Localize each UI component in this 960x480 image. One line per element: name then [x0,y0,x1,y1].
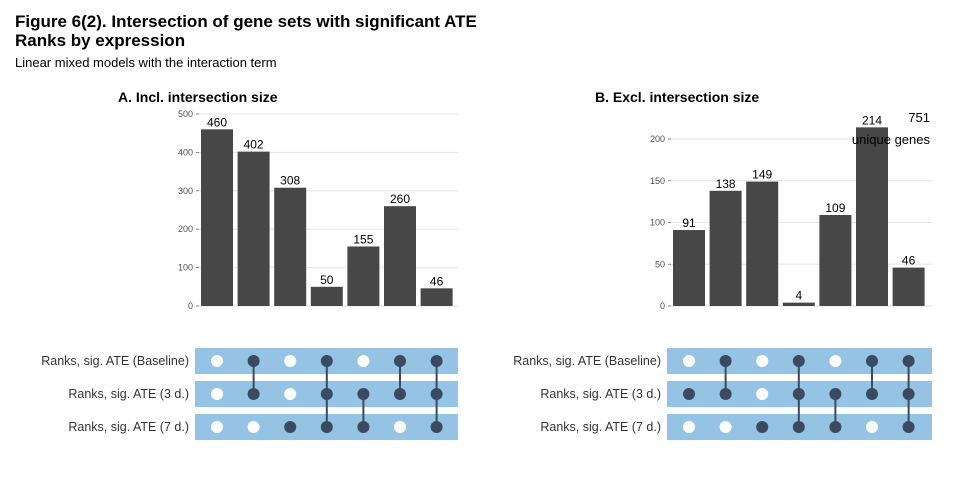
matrix-dot-active [394,355,406,367]
matrix-dot-inactive [829,355,842,367]
bar-value-label: 149 [752,168,772,182]
matrix-dot-inactive [756,388,769,400]
y-tick-label: 50 [655,259,665,269]
bar [420,288,453,306]
matrix-dot-inactive [284,388,297,400]
bar-value-label: 138 [716,177,736,191]
bar [201,129,233,306]
y-tick-label: 500 [178,109,193,119]
matrix-dot-active [866,355,878,367]
set-label: Ranks, sig. ATE (Baseline) [41,354,189,368]
matrix-dot-active [394,388,406,400]
y-tick-label: 100 [650,218,665,228]
bar-value-label: 214 [862,113,882,127]
matrix-dot-inactive [866,421,878,433]
bar-value-label: 109 [825,201,845,215]
bar [384,206,416,306]
matrix-dot-active [247,388,260,400]
panel-a: A. Incl. intersection size 0 100 200 300 400 5… [41,89,458,440]
bar [673,230,705,306]
y-tick-label: 100 [178,263,193,273]
matrix-dot-inactive [719,421,732,433]
matrix-dot-inactive [683,355,695,367]
matrix-dot-active [284,421,297,433]
y-tick-label: 0 [660,301,665,311]
matrix-dot-active [902,388,915,400]
bar [709,190,742,306]
panel-b: B. Excl. intersection size 0 50 100 150 200 91… [513,89,932,440]
matrix-dot-active [430,388,443,400]
y-tick-label: 200 [650,134,665,144]
total-caption-label: unique genes [852,132,931,147]
matrix-dot-active [430,421,443,433]
panel-title: B. Excl. intersection size [595,89,759,105]
bar-value-label: 50 [320,273,334,287]
matrix-dot-inactive [756,355,769,367]
matrix-dot-active [320,421,333,433]
set-label: Ranks, sig. ATE (Baseline) [513,354,661,368]
matrix-dot-active [792,421,805,433]
matrix-dot-inactive [211,388,223,400]
bar-value-label: 260 [390,192,410,206]
y-tick-label: 300 [178,186,193,196]
matrix-dot-active [866,388,878,400]
matrix-dot-active [719,355,732,367]
matrix-dot-active [320,355,333,367]
figure-title: Figure 6(2). Intersection of gene sets w… [15,12,485,50]
bar-value-label: 4 [795,289,802,303]
bar [274,187,307,306]
y-tick-label: 0 [188,301,193,311]
bar-value-label: 155 [353,232,373,246]
panel-title: A. Incl. intersection size [118,89,278,105]
set-label: Ranks, sig. ATE (7 d.) [540,420,661,434]
matrix-dot-inactive [394,421,406,433]
bar-value-label: 46 [902,254,916,268]
matrix-dot-active [829,388,842,400]
set-label: Ranks, sig. ATE (3 d.) [540,387,661,401]
total-count-label: 751 [908,110,930,125]
y-tick-label: 150 [650,176,665,186]
matrix-dot-active [829,421,842,433]
y-tick-label: 200 [178,224,193,234]
set-label: Ranks, sig. ATE (7 d.) [68,420,189,434]
matrix-dot-inactive [683,421,695,433]
matrix-dot-active [902,355,915,367]
matrix-dot-active [357,388,370,400]
matrix-dot-inactive [284,355,297,367]
matrix-dot-inactive [211,355,223,367]
figure-title-line2: Ranks by expression [15,31,186,50]
matrix-dot-inactive [247,421,260,433]
bar-value-label: 46 [430,274,444,288]
bar [892,267,925,306]
figure-subtitle: Linear mixed models with the interaction… [15,55,277,70]
bar [782,302,815,306]
set-label: Ranks, sig. ATE (3 d.) [68,387,189,401]
matrix-dot-active [430,355,443,367]
bar [310,286,343,306]
bar [347,246,380,306]
matrix-dot-inactive [211,421,223,433]
matrix-dot-active [719,388,732,400]
matrix-dot-active [792,388,805,400]
bar-value-label: 91 [682,216,696,230]
matrix-dot-active [357,421,370,433]
bar [746,181,779,306]
bar-value-label: 402 [244,138,264,152]
matrix-dot-active [247,355,260,367]
bar [819,215,852,306]
bar [856,127,888,306]
matrix-dot-active [320,388,333,400]
matrix-dot-active [792,355,805,367]
matrix-dot-active [683,388,695,400]
matrix-dot-inactive [357,355,370,367]
matrix-dot-active [756,421,769,433]
bar-value-label: 308 [280,174,300,188]
matrix-dot-active [902,421,915,433]
bar-value-label: 460 [207,115,227,129]
y-tick-label: 400 [178,147,193,157]
figure-title-line1: Figure 6(2). Intersection of gene sets w… [15,12,477,31]
bar [237,151,270,306]
